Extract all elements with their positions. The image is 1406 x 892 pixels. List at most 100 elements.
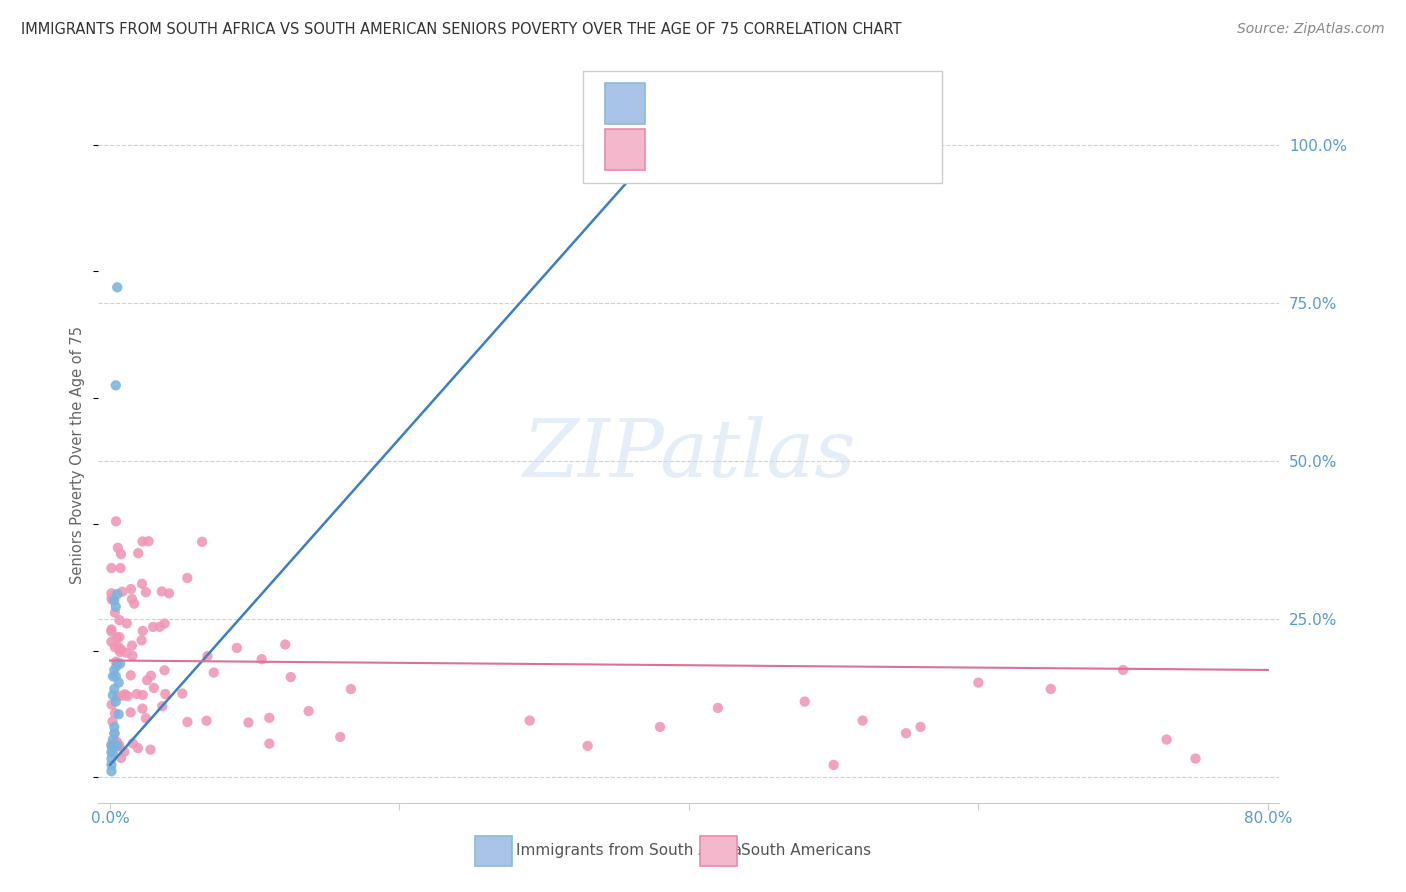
Text: R =: R = xyxy=(652,138,683,157)
Point xyxy=(105,631,128,645)
Text: South Americans: South Americans xyxy=(741,844,872,858)
Point xyxy=(150,699,173,714)
Point xyxy=(110,643,132,657)
Point xyxy=(110,751,132,765)
Point xyxy=(107,707,129,722)
Point xyxy=(131,534,153,549)
Text: N =: N = xyxy=(785,92,815,110)
Point xyxy=(104,599,127,614)
Point xyxy=(131,633,153,648)
Point xyxy=(100,757,122,772)
Point xyxy=(101,745,124,759)
Text: 80.0%: 80.0% xyxy=(1244,811,1292,826)
Point xyxy=(121,592,143,607)
Text: 26: 26 xyxy=(837,92,862,110)
Point xyxy=(1039,681,1062,696)
Point xyxy=(104,695,127,709)
Point xyxy=(259,711,281,725)
Point xyxy=(648,720,671,734)
Text: ZIPatlas: ZIPatlas xyxy=(522,417,856,493)
Point xyxy=(172,687,194,701)
Point xyxy=(127,546,149,560)
Point xyxy=(259,737,281,751)
Y-axis label: Seniors Poverty Over the Age of 75: Seniors Poverty Over the Age of 75 xyxy=(70,326,86,584)
Point xyxy=(107,739,129,754)
Point xyxy=(105,657,128,671)
Point xyxy=(197,649,219,664)
Point xyxy=(132,688,155,702)
Text: 0.0%: 0.0% xyxy=(90,811,129,826)
Point xyxy=(576,739,599,753)
Point xyxy=(101,592,124,607)
Point xyxy=(125,687,148,701)
Point xyxy=(1156,732,1178,747)
Point xyxy=(150,584,173,599)
Point xyxy=(104,655,127,669)
Point xyxy=(202,665,225,680)
Point xyxy=(127,741,149,756)
Point xyxy=(103,663,125,677)
Point xyxy=(142,681,165,695)
Point xyxy=(153,663,176,677)
Point xyxy=(297,704,319,718)
Point xyxy=(105,514,128,528)
Point xyxy=(105,587,128,601)
Point xyxy=(121,736,143,750)
Point xyxy=(114,687,136,701)
Point xyxy=(108,645,131,659)
Point xyxy=(115,616,138,631)
Point xyxy=(107,541,129,555)
Point xyxy=(122,597,145,611)
Point xyxy=(153,616,176,631)
Point xyxy=(115,646,138,660)
Point xyxy=(121,648,143,663)
Point xyxy=(107,640,129,654)
Point xyxy=(105,659,128,673)
Point xyxy=(120,668,142,682)
Point xyxy=(101,669,124,683)
Point xyxy=(1112,663,1135,677)
Point xyxy=(108,657,131,671)
Point xyxy=(340,682,363,697)
Point xyxy=(176,714,198,729)
Point xyxy=(105,690,128,704)
Point xyxy=(100,764,122,779)
Point xyxy=(108,642,131,657)
Point xyxy=(101,732,124,747)
Point xyxy=(120,706,142,720)
Point xyxy=(225,640,247,655)
Point xyxy=(157,586,180,600)
Point xyxy=(120,582,142,596)
Point xyxy=(100,751,122,765)
Point xyxy=(117,689,139,703)
Point xyxy=(111,689,134,703)
Point xyxy=(110,547,132,561)
Point xyxy=(100,591,122,606)
Point xyxy=(280,670,302,684)
Point xyxy=(136,673,159,688)
Point xyxy=(176,571,198,585)
Point xyxy=(100,624,122,639)
Point xyxy=(100,698,122,712)
Text: -0.052: -0.052 xyxy=(706,138,770,157)
Point xyxy=(103,593,125,607)
Text: Source: ZipAtlas.com: Source: ZipAtlas.com xyxy=(1237,22,1385,37)
Point xyxy=(274,638,297,652)
Point xyxy=(108,613,131,627)
Point xyxy=(1184,751,1206,765)
Point xyxy=(238,715,260,730)
Point xyxy=(111,584,134,599)
Point xyxy=(100,738,122,752)
Point xyxy=(101,714,124,729)
Point xyxy=(103,681,125,696)
Point xyxy=(100,623,122,637)
Point xyxy=(823,757,845,772)
Point xyxy=(852,714,875,728)
Point xyxy=(155,687,177,701)
Point xyxy=(131,701,153,715)
Point xyxy=(132,624,155,638)
Point xyxy=(139,742,162,756)
Point xyxy=(104,378,127,392)
Point xyxy=(101,739,124,753)
Point xyxy=(100,634,122,648)
